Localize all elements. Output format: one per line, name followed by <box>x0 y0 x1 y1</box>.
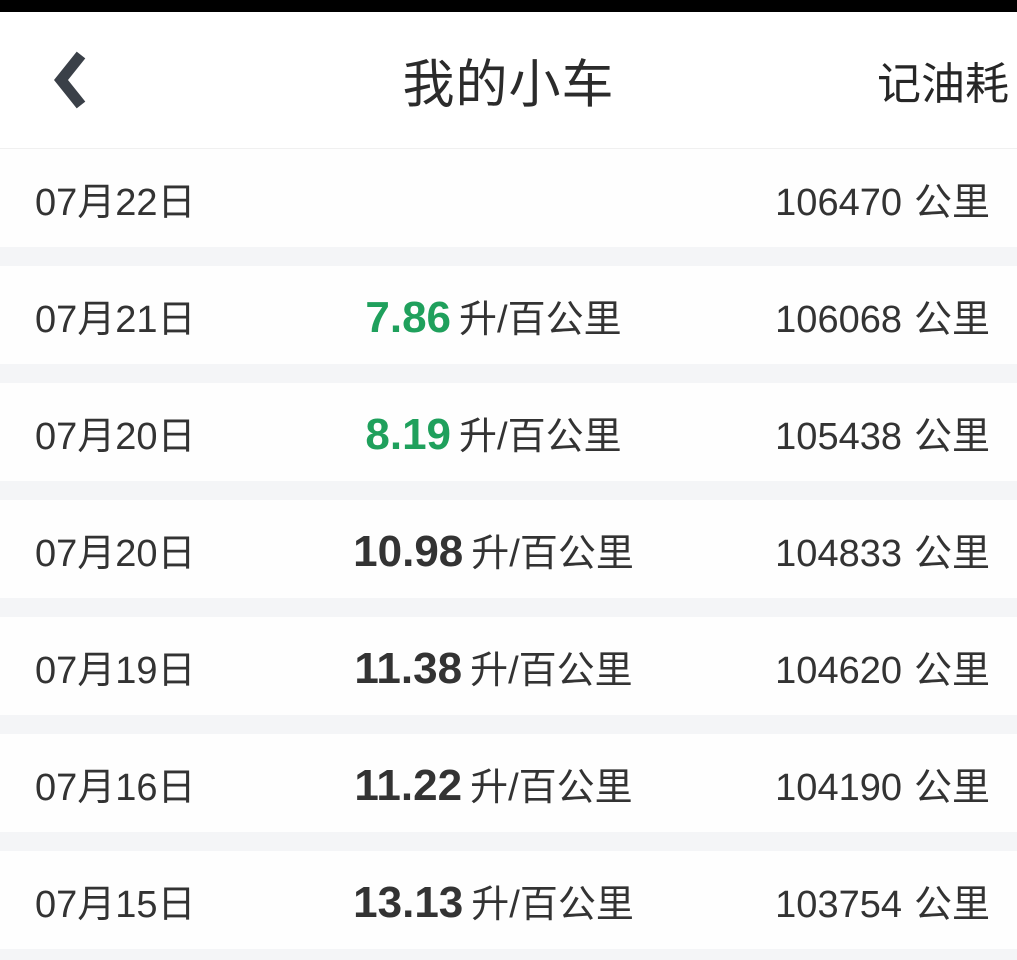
row-date: 07月20日 <box>35 415 196 458</box>
row-odometer: 104620 公里 <box>767 639 1017 694</box>
fuel-log-row[interactable]: 07月16日 11.22 升/百公里 104190 公里 <box>0 734 1017 832</box>
fuel-consumption-unit: 升/百公里 <box>470 766 633 809</box>
record-fuel-button[interactable]: 记油耗 <box>877 60 1009 109</box>
row-fuel: 11.38 升/百公里 <box>220 639 767 694</box>
row-fuel: 13.13 升/百公里 <box>220 873 767 928</box>
fuel-consumption-value: 11.38 <box>354 643 463 693</box>
odometer-value: 104620 <box>775 649 902 692</box>
odometer-unit: 公里 <box>913 766 990 809</box>
row-odometer: 104190 公里 <box>767 756 1017 811</box>
odometer-value: 106068 <box>775 298 902 341</box>
fuel-log-row[interactable]: 07月19日 11.38 升/百公里 104620 公里 <box>0 617 1017 715</box>
odometer-unit: 公里 <box>913 415 990 458</box>
row-odometer: 104833 公里 <box>767 522 1017 577</box>
fuel-consumption-unit: 升/百公里 <box>471 883 634 926</box>
row-date: 07月20日 <box>35 532 196 575</box>
row-date: 07月21日 <box>35 298 196 341</box>
fuel-consumption-value: 10.98 <box>353 526 464 576</box>
row-odometer: 103754 公里 <box>767 873 1017 928</box>
row-fuel: 8.19 升/百公里 <box>220 405 767 460</box>
row-separator <box>0 364 1017 383</box>
row-fuel: 7.86 升/百公里 <box>220 288 767 343</box>
row-separator <box>0 247 1017 266</box>
fuel-consumption-unit: 升/百公里 <box>459 415 622 458</box>
row-separator <box>0 481 1017 500</box>
fuel-consumption-unit: 升/百公里 <box>459 298 622 341</box>
row-odometer: 106470 公里 <box>767 171 1017 226</box>
fuel-consumption-value: 8.19 <box>365 409 452 459</box>
odometer-unit: 公里 <box>913 649 990 692</box>
header: 我的小车 记油耗 <box>0 12 1017 149</box>
row-date: 07月16日 <box>35 766 196 809</box>
fuel-log-row[interactable]: 07月22日 106470 公里 <box>0 149 1017 247</box>
row-date: 07月15日 <box>35 883 196 926</box>
status-bar <box>0 0 1017 12</box>
odometer-unit: 公里 <box>913 532 990 575</box>
page-title: 我的小车 <box>402 56 615 115</box>
odometer-unit: 公里 <box>913 298 990 341</box>
fuel-log-list: 07月22日 106470 公里 07月21日 7.86 升/百公里 106068… <box>0 149 1017 960</box>
row-separator <box>0 832 1017 851</box>
fuel-consumption-value: 13.13 <box>353 877 464 927</box>
back-button[interactable] <box>40 12 102 148</box>
row-date: 07月19日 <box>35 649 196 692</box>
row-odometer: 105438 公里 <box>767 405 1017 460</box>
row-date: 07月22日 <box>35 181 196 224</box>
row-fuel: 10.98 升/百公里 <box>220 522 767 577</box>
odometer-unit: 公里 <box>913 883 990 926</box>
row-fuel: 11.22 升/百公里 <box>220 756 767 811</box>
row-separator <box>0 598 1017 617</box>
row-separator <box>0 949 1017 960</box>
odometer-value: 106470 <box>775 181 902 224</box>
row-separator <box>0 715 1017 734</box>
fuel-log-row[interactable]: 07月20日 10.98 升/百公里 104833 公里 <box>0 500 1017 598</box>
fuel-consumption-unit: 升/百公里 <box>471 532 634 575</box>
odometer-value: 103754 <box>775 883 902 926</box>
odometer-value: 104833 <box>775 532 902 575</box>
fuel-consumption-value: 7.86 <box>365 292 452 342</box>
odometer-unit: 公里 <box>913 181 990 224</box>
fuel-log-row[interactable]: 07月15日 13.13 升/百公里 103754 公里 <box>0 851 1017 949</box>
odometer-value: 105438 <box>775 415 902 458</box>
fuel-log-row[interactable]: 07月20日 8.19 升/百公里 105438 公里 <box>0 383 1017 481</box>
fuel-consumption-value: 11.22 <box>354 760 463 810</box>
fuel-consumption-unit: 升/百公里 <box>470 649 633 692</box>
row-odometer: 106068 公里 <box>767 288 1017 343</box>
odometer-value: 104190 <box>775 766 902 809</box>
chevron-left-icon <box>54 51 86 109</box>
fuel-log-row[interactable]: 07月21日 7.86 升/百公里 106068 公里 <box>0 266 1017 364</box>
